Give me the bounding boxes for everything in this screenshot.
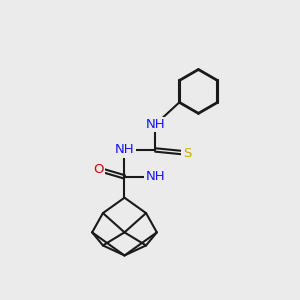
Text: NH: NH <box>115 143 134 157</box>
Text: S: S <box>183 146 191 160</box>
Text: NH: NH <box>146 170 165 183</box>
Text: NH: NH <box>146 118 165 131</box>
Text: O: O <box>93 163 104 176</box>
